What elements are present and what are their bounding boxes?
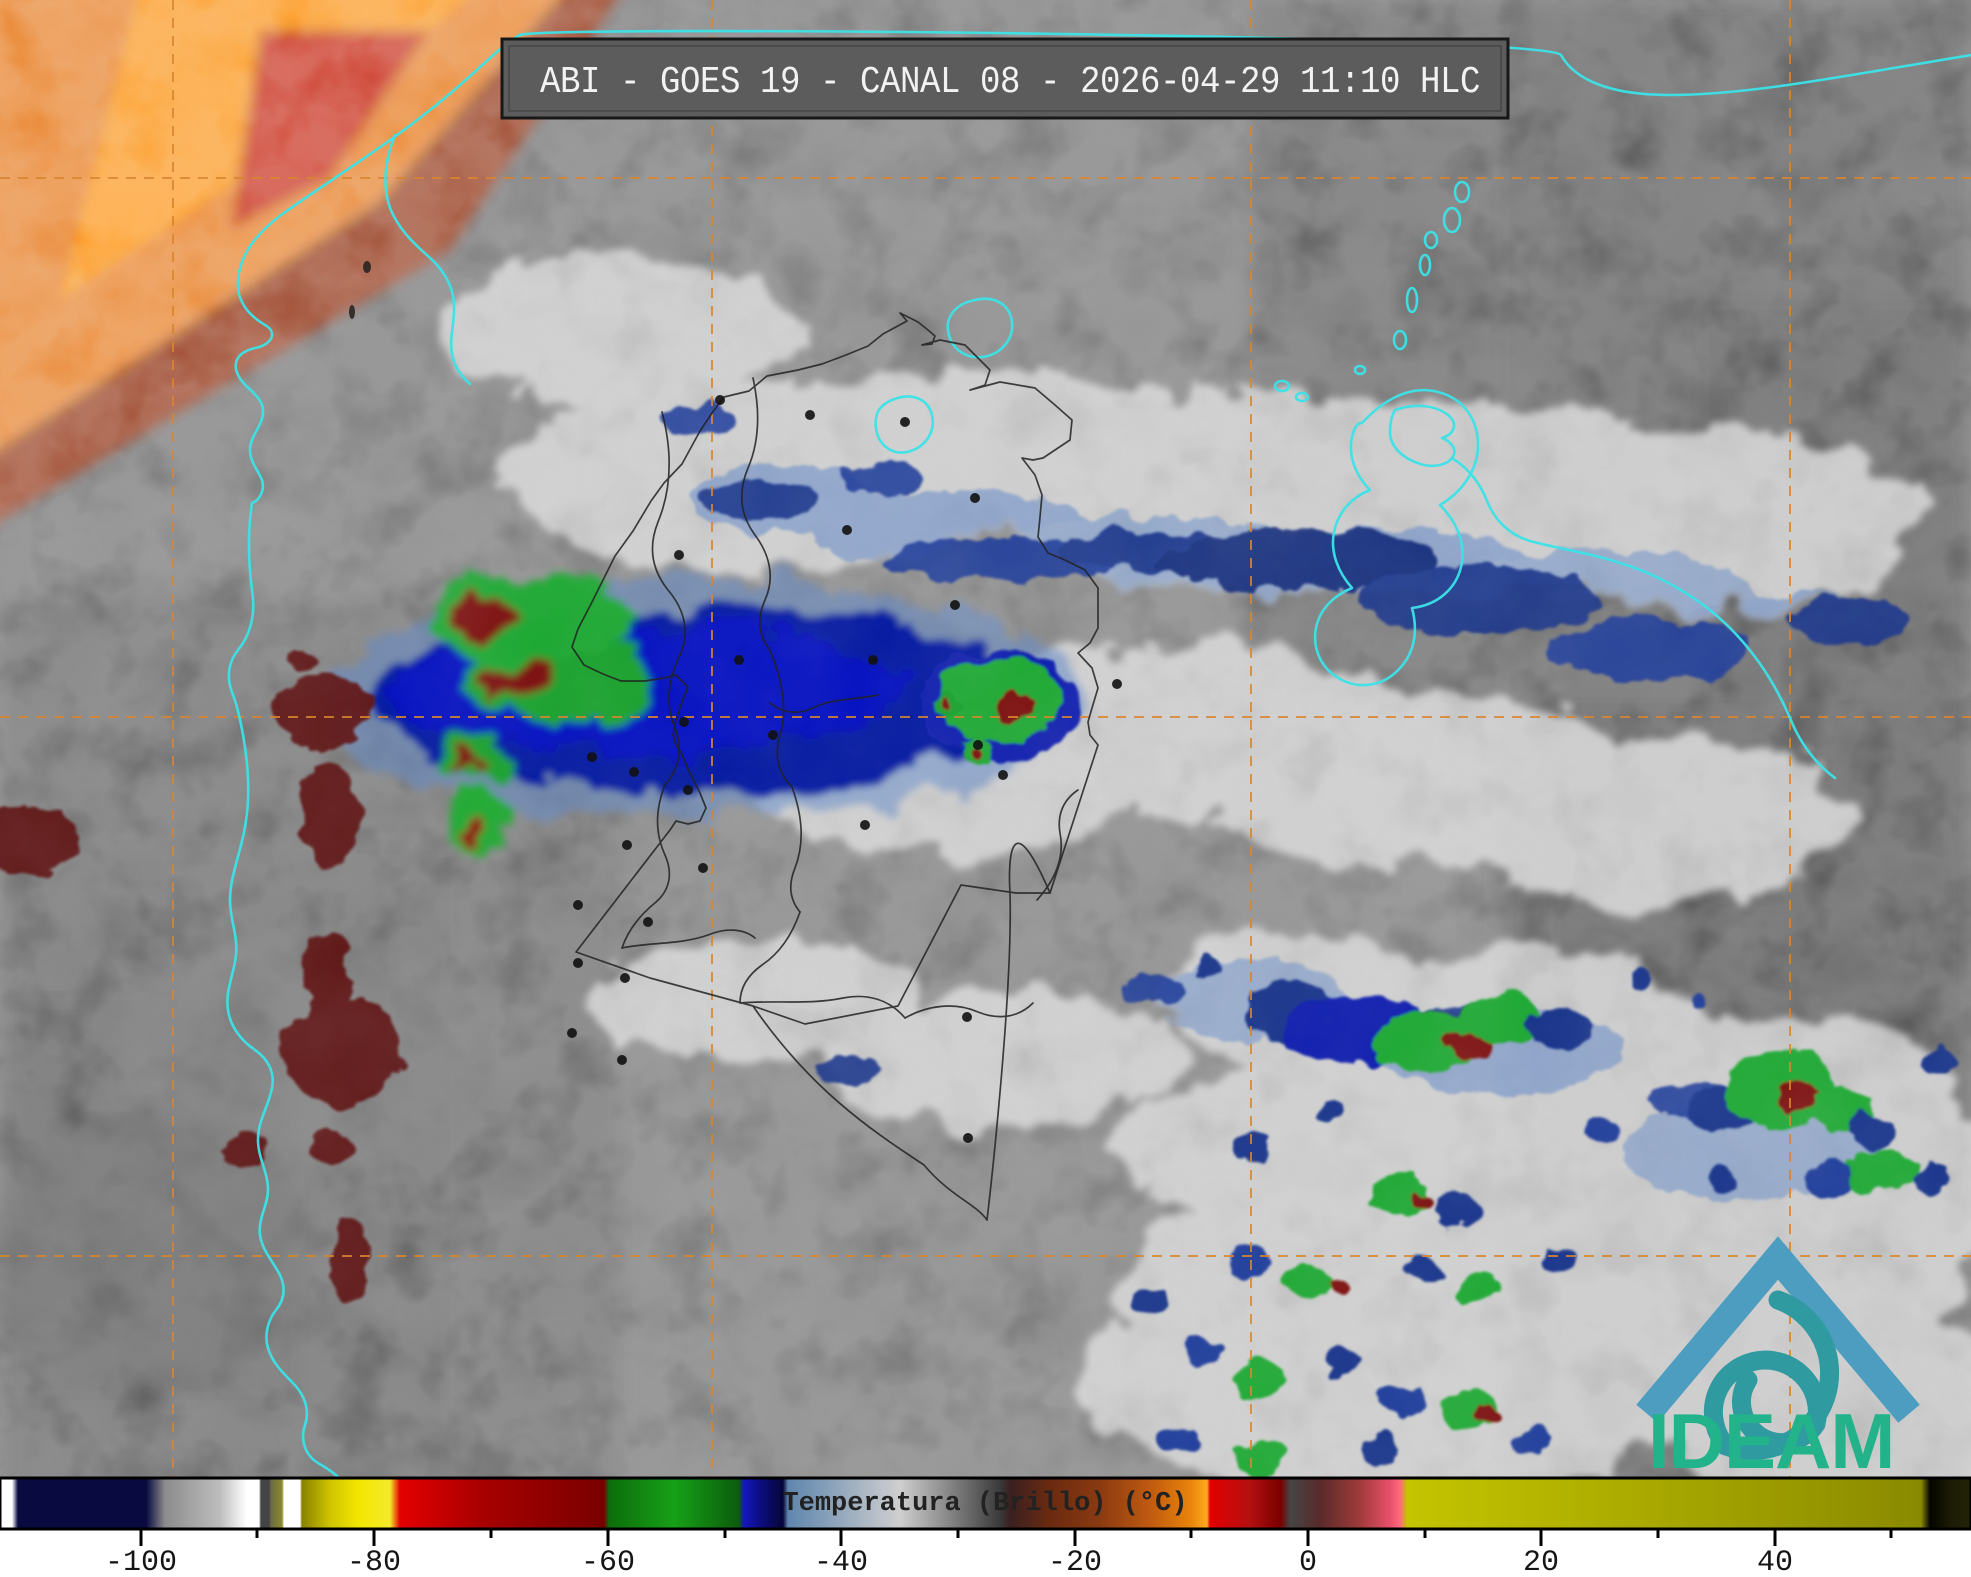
svg-text:20: 20 xyxy=(1523,1546,1559,1577)
svg-text:-100: -100 xyxy=(105,1546,177,1577)
svg-text:ABI - GOES 19 - CANAL 08 - 202: ABI - GOES 19 - CANAL 08 - 2026-04-29 11… xyxy=(540,61,1480,104)
svg-text:-40: -40 xyxy=(814,1546,868,1577)
svg-text:40: 40 xyxy=(1757,1546,1793,1577)
svg-text:-80: -80 xyxy=(347,1546,401,1577)
svg-text:0: 0 xyxy=(1299,1546,1317,1577)
svg-text:Temperatura (Brillo) (°C): Temperatura (Brillo) (°C) xyxy=(782,1489,1187,1519)
svg-text:IDEAM: IDEAM xyxy=(1648,1397,1894,1485)
svg-text:-20: -20 xyxy=(1048,1546,1102,1577)
svg-text:-60: -60 xyxy=(581,1546,635,1577)
